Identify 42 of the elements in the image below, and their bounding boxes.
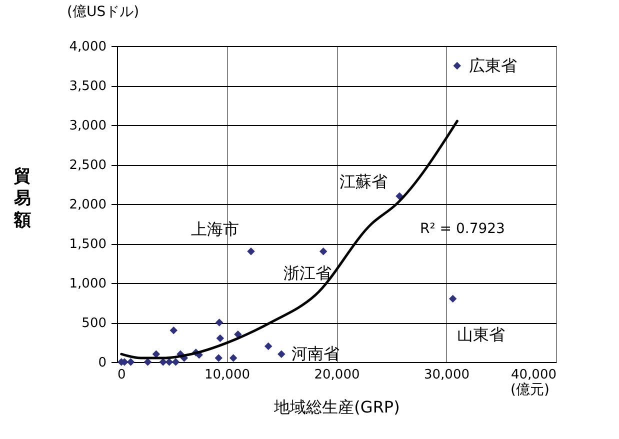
point xyxy=(216,334,224,342)
y-tick-label: 1,000 xyxy=(69,276,106,292)
y-tick-label: 4,000 xyxy=(69,40,106,54)
point xyxy=(453,62,461,70)
point xyxy=(152,350,160,358)
y-tick-label: 0 xyxy=(98,356,106,370)
point xyxy=(214,354,222,362)
annotation: 江蘇省 xyxy=(339,172,388,192)
point xyxy=(247,248,255,256)
y-tick-label: 3,500 xyxy=(69,79,106,94)
y-tick-label: 2,500 xyxy=(69,158,106,173)
point xyxy=(172,358,180,366)
point xyxy=(234,330,242,338)
annotation: R² = 0.7923 xyxy=(420,221,505,237)
text: (億USドル) xyxy=(67,4,140,20)
annotation: 上海市 xyxy=(191,219,240,238)
point xyxy=(229,354,238,362)
point xyxy=(170,326,178,334)
point xyxy=(165,358,174,366)
point xyxy=(278,350,286,358)
x-axis-title: 地域総生産(GRP) xyxy=(273,398,400,416)
y-tick-label: 500 xyxy=(82,316,106,331)
text: (億元) xyxy=(510,382,550,398)
annotation: 山東省 xyxy=(456,324,505,344)
x-tick-label: 10,000 xyxy=(204,368,250,382)
x-tick-label: 40,000 xyxy=(511,368,556,382)
point xyxy=(319,248,328,256)
y-tick-label: 1,500 xyxy=(69,237,106,252)
point xyxy=(126,358,135,366)
point xyxy=(215,318,224,326)
point xyxy=(448,294,457,303)
annotation: 河南省 xyxy=(291,344,340,364)
point xyxy=(264,342,272,350)
x-tick-label: 20,000 xyxy=(314,368,360,382)
y-tick-label: 2,000 xyxy=(69,198,106,212)
x-tick-label: 0 xyxy=(118,368,126,382)
x-tick-label: 30,000 xyxy=(424,368,470,382)
y-axis-title: 貿易額 xyxy=(13,166,31,230)
y-tick-label: 3,000 xyxy=(69,118,106,134)
annotation: 浙江省 xyxy=(283,263,332,282)
annotation: 広東省 xyxy=(469,56,518,75)
point xyxy=(144,358,152,366)
